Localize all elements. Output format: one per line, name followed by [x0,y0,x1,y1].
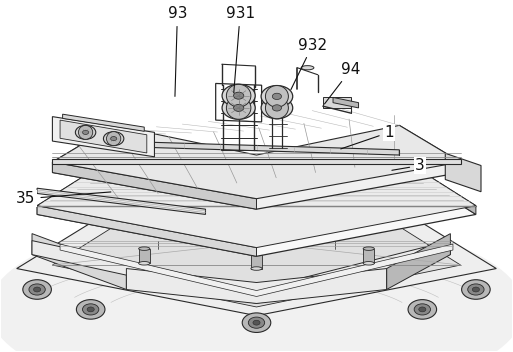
Polygon shape [63,114,144,131]
Text: 931: 931 [226,6,255,93]
Polygon shape [126,269,387,303]
Polygon shape [60,244,453,296]
Ellipse shape [222,84,255,107]
Text: 94: 94 [325,62,361,104]
Ellipse shape [363,262,374,265]
Ellipse shape [233,92,244,99]
Polygon shape [445,153,481,192]
Text: 932: 932 [291,38,327,90]
Bar [363,249,374,263]
Bar [139,249,150,263]
Circle shape [76,300,105,319]
Polygon shape [37,172,476,256]
Ellipse shape [226,96,251,119]
Circle shape [419,307,426,312]
Polygon shape [32,241,450,303]
Ellipse shape [139,247,150,250]
Ellipse shape [222,96,255,119]
Ellipse shape [301,65,314,70]
Ellipse shape [226,84,251,107]
Ellipse shape [0,213,513,352]
Ellipse shape [78,125,93,139]
Bar [323,98,351,108]
Circle shape [33,287,41,292]
Text: 93: 93 [168,6,187,96]
Ellipse shape [233,105,244,111]
Ellipse shape [363,247,374,250]
Polygon shape [37,188,206,214]
Polygon shape [52,136,461,209]
Ellipse shape [251,252,262,256]
Ellipse shape [104,132,124,146]
Polygon shape [333,98,359,108]
Polygon shape [52,227,461,307]
Polygon shape [52,125,114,172]
Ellipse shape [111,137,116,141]
Circle shape [242,313,271,332]
Ellipse shape [107,132,121,146]
Polygon shape [52,162,256,209]
Ellipse shape [261,86,293,107]
Polygon shape [17,221,496,316]
Bar [251,254,262,269]
Ellipse shape [251,267,262,270]
Text: 35: 35 [16,191,111,206]
Polygon shape [32,234,126,289]
Ellipse shape [139,262,150,265]
Polygon shape [52,125,461,199]
Polygon shape [37,206,256,256]
Circle shape [87,307,94,312]
Circle shape [253,320,260,325]
Ellipse shape [265,86,288,107]
Circle shape [408,300,437,319]
Ellipse shape [265,97,288,119]
Polygon shape [78,140,399,155]
Circle shape [248,317,265,328]
Ellipse shape [261,97,293,119]
Ellipse shape [75,125,96,139]
Polygon shape [37,164,104,214]
Polygon shape [387,234,450,289]
Circle shape [83,304,99,315]
Polygon shape [37,164,476,247]
Circle shape [468,284,484,295]
Text: 1: 1 [341,125,394,149]
Ellipse shape [272,93,282,100]
Polygon shape [399,125,461,172]
Circle shape [29,284,45,295]
Ellipse shape [83,130,89,134]
Circle shape [472,287,480,292]
Polygon shape [60,120,147,153]
Ellipse shape [272,105,282,111]
Text: 3: 3 [392,158,425,173]
Circle shape [462,280,490,299]
Circle shape [23,280,51,299]
Polygon shape [52,159,461,164]
Polygon shape [52,117,154,157]
Circle shape [414,304,430,315]
Polygon shape [409,164,476,214]
